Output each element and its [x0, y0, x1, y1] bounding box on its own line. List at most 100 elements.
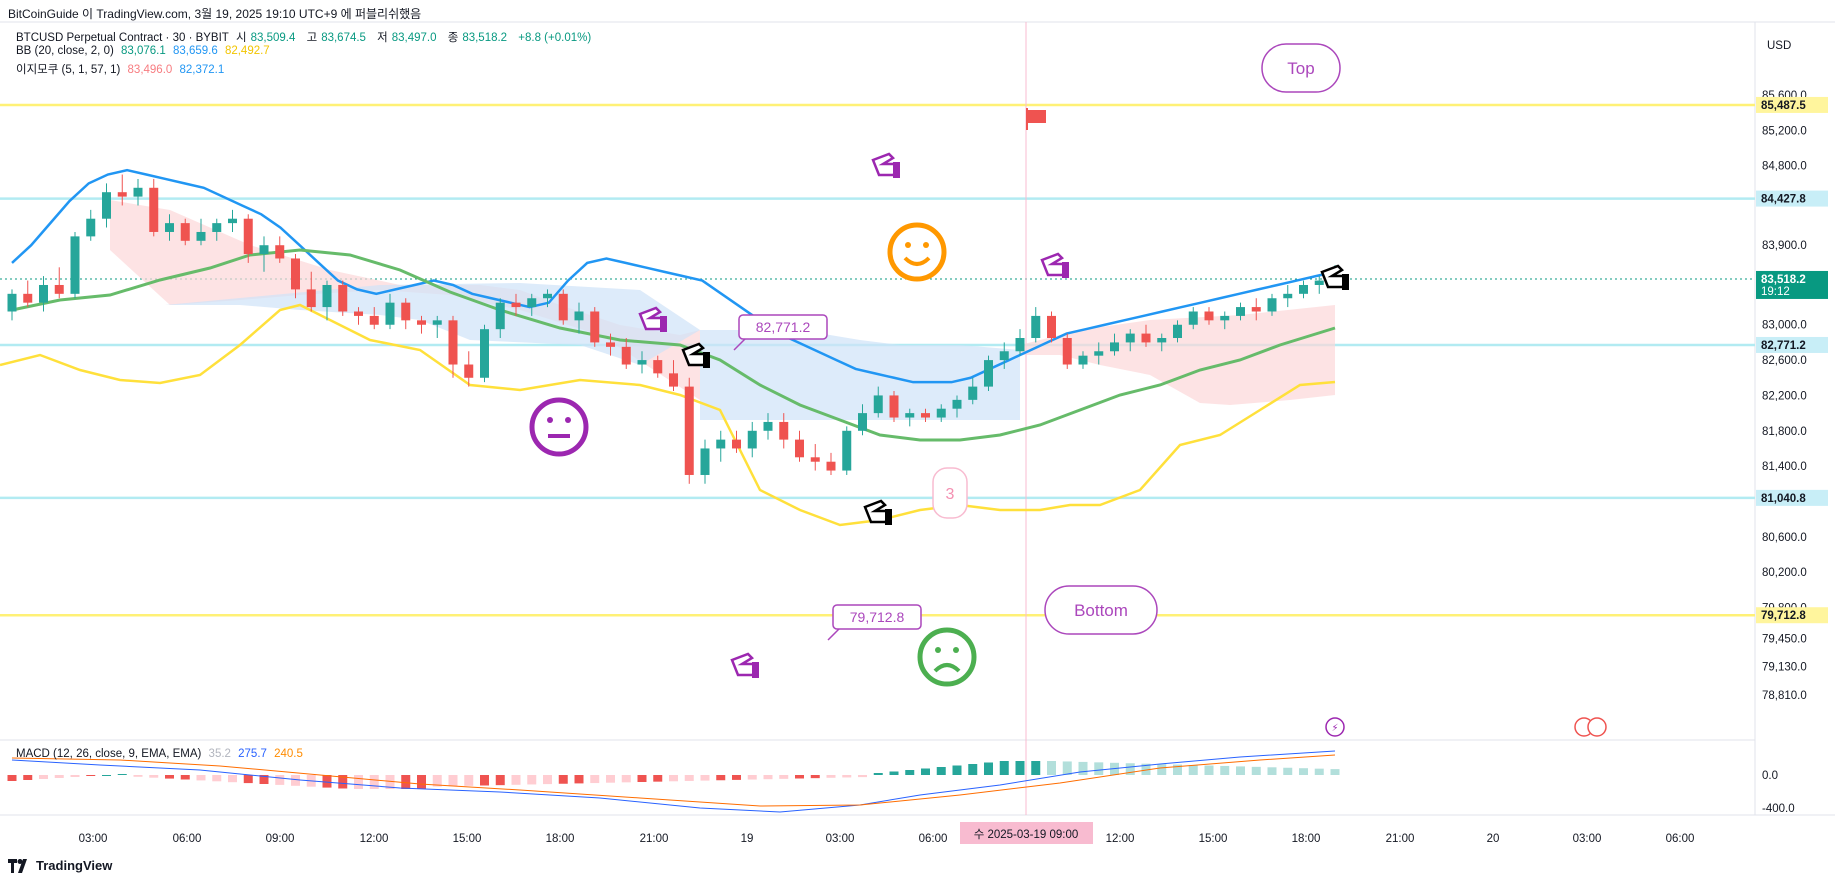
- macd-hist-bar: [1236, 766, 1245, 775]
- macd-hist-bar: [873, 773, 883, 775]
- candle-body: [354, 311, 363, 316]
- note-bottom-text: Bottom: [1074, 601, 1128, 620]
- macd-label: MACD (12, 26, close, 9, EMA, EMA): [16, 748, 202, 760]
- macd-hist-bar: [732, 775, 741, 780]
- macd-hist-bar: [936, 767, 946, 775]
- hand-pointer-icon-7-cuff: [752, 662, 759, 678]
- macd-hist-bar: [527, 775, 537, 785]
- candle-body: [842, 430, 852, 471]
- candle-body: [606, 342, 615, 347]
- ichimoku-cloud-down-1: [110, 200, 700, 400]
- neutral-face-icon-eye-l: [547, 417, 553, 423]
- publish-header: BitCoinGuide 이 TradingView.com, 3월 19, 2…: [8, 7, 422, 21]
- macd-hist-bar: [228, 775, 237, 783]
- price-tick-label: 82,200.0: [1762, 390, 1807, 402]
- candle-body: [590, 311, 600, 343]
- smile-face-icon-eye-r: [923, 242, 929, 248]
- tradingview-brand[interactable]: TradingView: [8, 858, 112, 873]
- hand-pointer-icon-4: [1040, 252, 1069, 278]
- price-tick-label: 81,800.0: [1762, 426, 1807, 438]
- macd-hist-bar: [700, 775, 710, 781]
- price-label-box: [1756, 190, 1828, 207]
- candle-body: [1157, 338, 1167, 343]
- candle-body: [180, 223, 190, 241]
- time-tick-label: 18:00: [1292, 833, 1321, 845]
- macd-hist-bar: [196, 775, 206, 781]
- macd-line-value: 275.7: [238, 748, 267, 760]
- macd-hist-bar: [180, 775, 190, 780]
- macd-hist-bar: [826, 775, 836, 778]
- candle-body: [401, 302, 411, 321]
- macd-hist-bar: [921, 768, 930, 775]
- bb-legend[interactable]: BB (20, close, 2, 0) 83,076.1 83,659.6 8…: [16, 45, 274, 57]
- price-label-text: 84,427.8: [1761, 194, 1806, 206]
- macd-hist-bar: [590, 775, 600, 784]
- candle-body: [574, 311, 584, 321]
- macd-legend[interactable]: MACD (12, 26, close, 9, EMA, EMA) 35.2 2…: [16, 748, 307, 760]
- candle-body: [1220, 315, 1230, 321]
- hand-pointer-icon-4-cuff: [1062, 262, 1069, 278]
- time-tick-label: 03:00: [79, 833, 108, 845]
- hand-pointer-icon-1: [1320, 264, 1349, 290]
- price-tick-label: 81,400.0: [1762, 461, 1807, 473]
- candle-body: [1283, 293, 1293, 299]
- candle-body: [70, 236, 80, 294]
- macd-hist-bar: [999, 761, 1009, 775]
- symbol-name[interactable]: BTCUSD Perpetual Contract · 30 · BYBIT: [16, 32, 229, 44]
- macd-hist-bar: [133, 775, 143, 777]
- time-tick-label: 20: [1487, 833, 1500, 845]
- price-tick-label: 84,800.0: [1762, 161, 1807, 173]
- candle-body: [826, 461, 836, 471]
- candle-body: [291, 258, 300, 290]
- ichimoku-legend[interactable]: 이지모쿠 (5, 1, 57, 1) 83,496.0 82,372.1: [16, 61, 228, 77]
- time-tick-label: 19: [741, 833, 754, 845]
- hand-pointer-icon-5-cuff: [893, 162, 900, 178]
- crosshair-time-label: 수 2025-03-19 09:00: [974, 828, 1079, 841]
- candle-body: [228, 218, 237, 224]
- macd-hist-bar: [117, 774, 127, 775]
- ichimoku-b: 82,372.1: [179, 64, 225, 76]
- ichimoku-cloud-down-2: [1020, 305, 1335, 405]
- macd-hist-bar: [763, 775, 773, 780]
- macd-hist-bar: [385, 775, 395, 789]
- price-tick-label: 80,200.0: [1762, 567, 1807, 579]
- candle-body: [86, 218, 96, 237]
- macd-hist-bar: [1204, 765, 1214, 775]
- macd-hist-bar: [952, 765, 962, 775]
- candle-body: [196, 231, 206, 241]
- macd-hist-bar: [369, 775, 379, 789]
- low-value: 저 83,497.0: [377, 32, 437, 44]
- note-top-bubble: [1261, 43, 1341, 93]
- candle-body: [1141, 333, 1151, 343]
- candle-body: [1251, 307, 1261, 312]
- candle-body: [1204, 311, 1214, 321]
- macd-hist-bar: [102, 775, 111, 776]
- macd-hist-bar: [543, 775, 552, 785]
- bb-upper: 83,659.6: [172, 45, 218, 57]
- macd-line: [11, 750, 1336, 813]
- macd-hist-bar: [574, 775, 584, 784]
- macd-hist-bar: [291, 775, 300, 786]
- bb-upper-line: [11, 168, 1336, 384]
- candle-body: [653, 360, 663, 374]
- macd-hist-bar: [1251, 766, 1261, 775]
- candle-body: [338, 284, 348, 312]
- candle-body: [102, 192, 111, 219]
- time-tick-label: 21:00: [1386, 833, 1415, 845]
- flag-icon: [1028, 110, 1046, 123]
- hand-pointer-icon-6-cuff: [660, 316, 667, 332]
- candle-body: [936, 408, 946, 418]
- candle-body: [684, 386, 694, 475]
- lightning-event-icon: [1325, 717, 1345, 737]
- note-3-text: 3: [946, 486, 955, 503]
- macd-hist-bar: [747, 775, 757, 780]
- ichimoku-label: 이지모쿠 (5, 1, 57, 1): [16, 64, 121, 76]
- candle-body: [889, 395, 899, 418]
- candle-body: [432, 320, 442, 325]
- high-value: 고 83,674.5: [306, 32, 366, 44]
- macd-hist-bar: [432, 775, 442, 787]
- symbol-legend[interactable]: BTCUSD Perpetual Contract · 30 · BYBIT 시…: [16, 29, 595, 45]
- macd-hist-bar: [480, 775, 489, 786]
- macd-hist-bar: [54, 775, 64, 778]
